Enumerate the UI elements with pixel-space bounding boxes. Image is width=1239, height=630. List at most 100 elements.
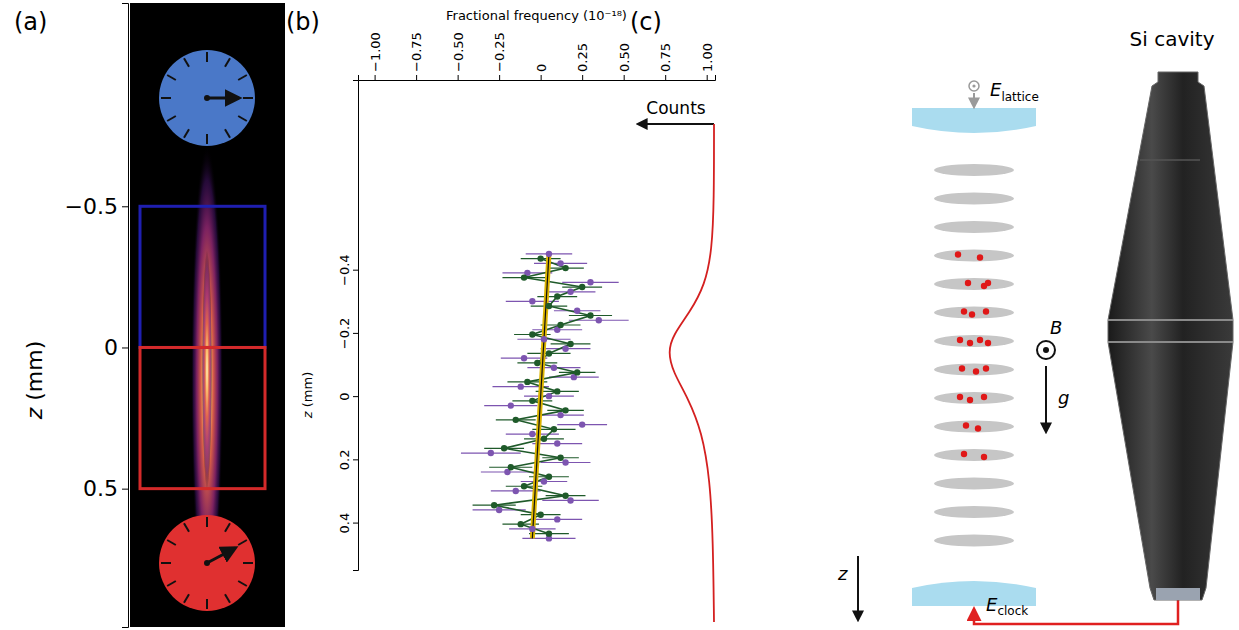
lattice-site <box>934 506 1014 518</box>
data-point <box>574 308 580 314</box>
data-point <box>562 459 568 465</box>
tick-mark <box>375 75 376 80</box>
tick: 0.50 <box>617 43 632 80</box>
data-point <box>529 431 535 437</box>
label-cavity: Si cavity <box>1130 27 1215 51</box>
data-point <box>562 346 568 352</box>
clock-hand <box>207 548 235 563</box>
data-point <box>546 251 552 257</box>
atom <box>959 365 965 371</box>
axis-y: −0.4−0.200.20.4 <box>337 81 359 571</box>
data-point <box>554 293 560 299</box>
axis-title: z (mm) <box>22 341 47 421</box>
clock-face <box>159 515 255 611</box>
clock-tick <box>167 75 176 80</box>
figure: (a)(b)(c)−0.500.5z (mm)−1.00−0.75−0.50−0… <box>0 0 1239 630</box>
data-point <box>508 464 514 470</box>
clock-tick <box>184 523 189 532</box>
tick: 0.2 <box>337 450 358 471</box>
data-point <box>529 331 535 337</box>
image-background <box>130 3 285 627</box>
clock-tick <box>167 540 176 545</box>
field-symbol <box>1037 341 1055 359</box>
tick-mark <box>541 75 542 80</box>
atom <box>973 368 979 374</box>
atom <box>967 340 973 346</box>
data-point <box>562 265 568 271</box>
data-point <box>554 516 560 522</box>
data-point <box>562 407 568 413</box>
clock-tick <box>238 540 247 545</box>
clock-tick <box>184 594 189 603</box>
data-point <box>574 369 580 375</box>
data-point <box>551 364 557 370</box>
tick-label: −0.50 <box>451 32 466 72</box>
tick-mark <box>353 459 358 460</box>
lattice-site <box>934 478 1014 490</box>
clock-tick <box>238 116 247 121</box>
lattice-site <box>934 364 1014 376</box>
arrow <box>1045 366 1047 432</box>
arrow <box>638 123 714 125</box>
tick-label: −0.75 <box>409 32 424 72</box>
tick: −0.50 <box>451 32 466 80</box>
tick-label: 0.2 <box>337 450 352 471</box>
tick: 0.4 <box>337 513 358 534</box>
data-point <box>518 383 524 389</box>
clock <box>159 515 255 611</box>
clock-center <box>204 560 210 566</box>
tick: 0 <box>337 392 358 400</box>
tick-mark <box>353 333 358 334</box>
atom <box>975 425 981 431</box>
tick-mark <box>624 75 625 80</box>
polarization-symbol <box>969 81 979 91</box>
data-point <box>587 279 593 285</box>
clock-tick <box>225 58 230 67</box>
lattice-site <box>934 449 1014 461</box>
polarization-dot <box>972 84 975 87</box>
cavity-ring <box>1140 159 1200 161</box>
lattice-site <box>934 421 1014 433</box>
clock-tick <box>167 116 176 121</box>
data-point <box>501 445 507 451</box>
tick: 1.00 <box>700 43 715 80</box>
atom <box>961 308 967 314</box>
tick: 0.75 <box>658 43 673 80</box>
axis-title: Fractional frequency (10⁻¹⁸) <box>446 8 627 23</box>
data-point <box>537 255 543 261</box>
tick-mark <box>353 270 358 271</box>
tick-label: 0.25 <box>575 43 590 72</box>
lattice-site <box>934 392 1014 404</box>
cavity-ring <box>1108 319 1233 321</box>
data-point <box>541 478 547 484</box>
region-box <box>140 206 265 347</box>
tick-mark <box>458 75 459 80</box>
clock-tick <box>206 599 208 609</box>
clock-tick <box>161 562 171 564</box>
clock-tick <box>225 129 230 138</box>
axis-title: z (mm) <box>300 372 315 419</box>
tick-mark <box>582 75 583 80</box>
clock-tick <box>167 581 176 586</box>
clock-tick <box>206 517 208 527</box>
panel-c: CountsElatticeBgzEclockSi cavity <box>638 27 1233 624</box>
atom <box>985 340 991 346</box>
data-point <box>508 402 514 408</box>
tick-label: 0.75 <box>658 43 673 72</box>
tick-mark <box>499 75 500 80</box>
tick-mark <box>122 206 128 207</box>
tick: 0.25 <box>575 43 590 80</box>
tick-label: 1.00 <box>700 43 715 72</box>
plot-area <box>461 251 629 542</box>
label-e-lattice: Elattice <box>990 79 1039 104</box>
clock-tick <box>238 75 247 80</box>
clock-tick <box>161 97 171 99</box>
arrow <box>857 556 859 620</box>
field-dot <box>1043 347 1049 353</box>
data-point <box>537 511 543 517</box>
label-b: B <box>1050 317 1062 338</box>
tick-label: 0.50 <box>617 43 632 72</box>
atom <box>969 311 975 317</box>
arrow <box>973 93 975 107</box>
label-z: z <box>837 563 848 584</box>
